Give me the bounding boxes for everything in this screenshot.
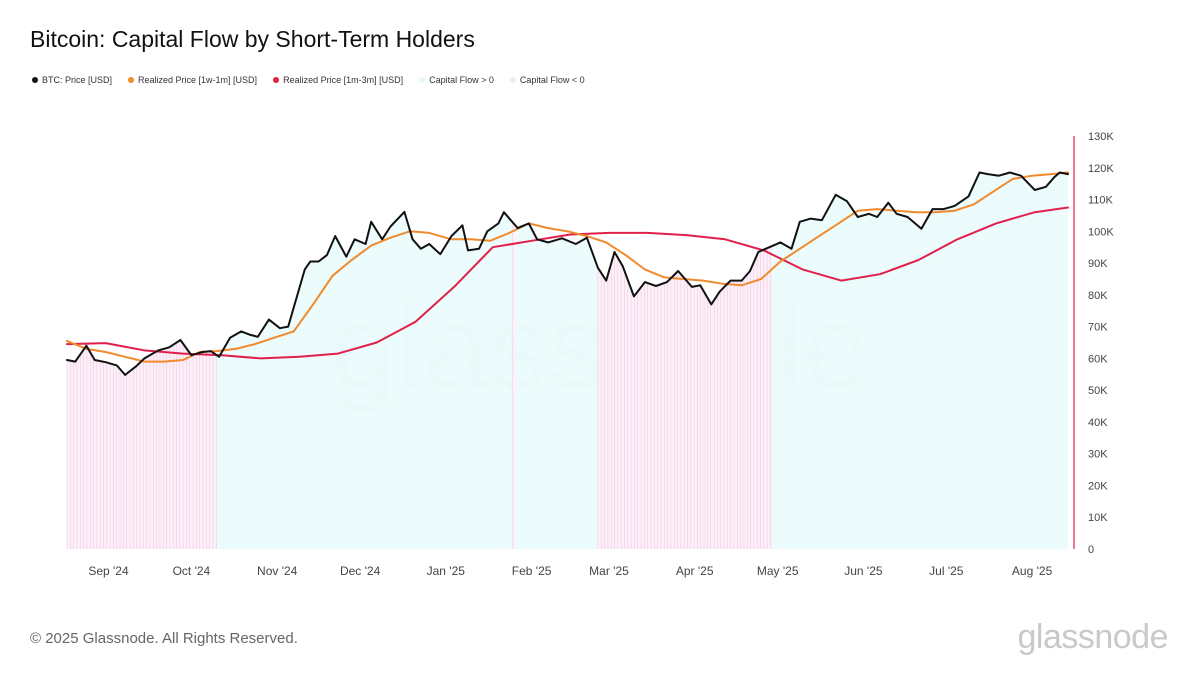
x-tick-label: Dec '24 bbox=[340, 564, 381, 578]
legend-label-capital-flow-negative: Capital Flow < 0 bbox=[519, 75, 585, 85]
x-tick-label: Sep '24 bbox=[88, 564, 129, 578]
x-tick-label: Feb '25 bbox=[512, 564, 552, 578]
y-tick-label: 50K bbox=[1088, 385, 1108, 397]
capital-flow-negative-area bbox=[67, 340, 217, 549]
x-tick-label: Jun '25 bbox=[844, 564, 883, 578]
x-tick-label: Jan '25 bbox=[427, 564, 466, 578]
legend-item-capital-flow-negative[interactable]: Capital Flow < 0 bbox=[509, 75, 585, 85]
y-tick-label: 90K bbox=[1088, 258, 1108, 270]
legend-item-capital-flow-positive[interactable]: Capital Flow > 0 bbox=[419, 75, 494, 85]
y-tick-label: 80K bbox=[1088, 290, 1108, 302]
x-tick-label: Jul '25 bbox=[929, 564, 964, 578]
x-tick-label: Apr '25 bbox=[676, 564, 714, 578]
y-tick-label: 110K bbox=[1088, 195, 1114, 207]
y-tick-label: 70K bbox=[1088, 322, 1108, 334]
x-tick-label: Nov '24 bbox=[257, 564, 298, 578]
legend-item-btc-price[interactable]: BTC: Price [USD] bbox=[32, 75, 112, 85]
chart-legend: BTC: Price [USD] Realized Price [1w-1m] … bbox=[32, 75, 585, 85]
realized-price-1m-3m-line bbox=[66, 206, 1069, 360]
y-tick-label: 10K bbox=[1088, 512, 1108, 524]
glassnode-logo[interactable]: glassnode bbox=[1017, 618, 1168, 656]
y-tick-label: 20K bbox=[1088, 481, 1108, 493]
capital-flow-negative-area bbox=[512, 221, 515, 550]
y-tick-label: 30K bbox=[1088, 449, 1108, 461]
x-tick-label: May '25 bbox=[757, 564, 799, 578]
legend-label-btc-price: BTC: Price [USD] bbox=[42, 75, 113, 85]
x-tick-label: Mar '25 bbox=[589, 564, 629, 578]
capital-flow-positive-area bbox=[67, 172, 1068, 549]
x-tick-label: Aug '25 bbox=[1012, 564, 1053, 578]
y-tick-label: 40K bbox=[1088, 417, 1108, 429]
legend-swatch-realized-1w-1m bbox=[128, 77, 135, 83]
realized-price-1w-1m-line bbox=[66, 171, 1069, 363]
capital-flow-negative-area bbox=[597, 246, 773, 549]
y-tick-label: 100K bbox=[1088, 226, 1114, 238]
y-tick-label: 0 bbox=[1088, 544, 1094, 556]
legend-item-realized-1w-1m[interactable]: Realized Price [1w-1m] [USD] bbox=[128, 75, 257, 85]
legend-swatch-realized-1m-3m bbox=[273, 77, 280, 83]
y-tick-label: 120K bbox=[1088, 163, 1114, 175]
copyright-footer: © 2025 Glassnode. All Rights Reserved. bbox=[30, 630, 298, 647]
legend-label-capital-flow-positive: Capital Flow > 0 bbox=[429, 75, 494, 85]
legend-label-realized-1m-3m: Realized Price [1m-3m] [USD] bbox=[283, 75, 404, 85]
chart-title: Bitcoin: Capital Flow by Short-Term Hold… bbox=[30, 26, 475, 52]
legend-swatch-capital-flow-positive bbox=[419, 77, 426, 83]
y-tick-label: 130K bbox=[1088, 131, 1114, 143]
x-tick-label: Oct '24 bbox=[173, 564, 211, 578]
legend-item-realized-1m-3m[interactable]: Realized Price [1m-3m] [USD] bbox=[273, 75, 403, 85]
legend-swatch-btc-price bbox=[32, 77, 38, 83]
legend-label-realized-1w-1m: Realized Price [1w-1m] [USD] bbox=[138, 75, 258, 85]
btc-price-line bbox=[66, 171, 1069, 376]
y-tick-label: 60K bbox=[1088, 353, 1108, 365]
legend-swatch-capital-flow-negative bbox=[509, 77, 516, 83]
